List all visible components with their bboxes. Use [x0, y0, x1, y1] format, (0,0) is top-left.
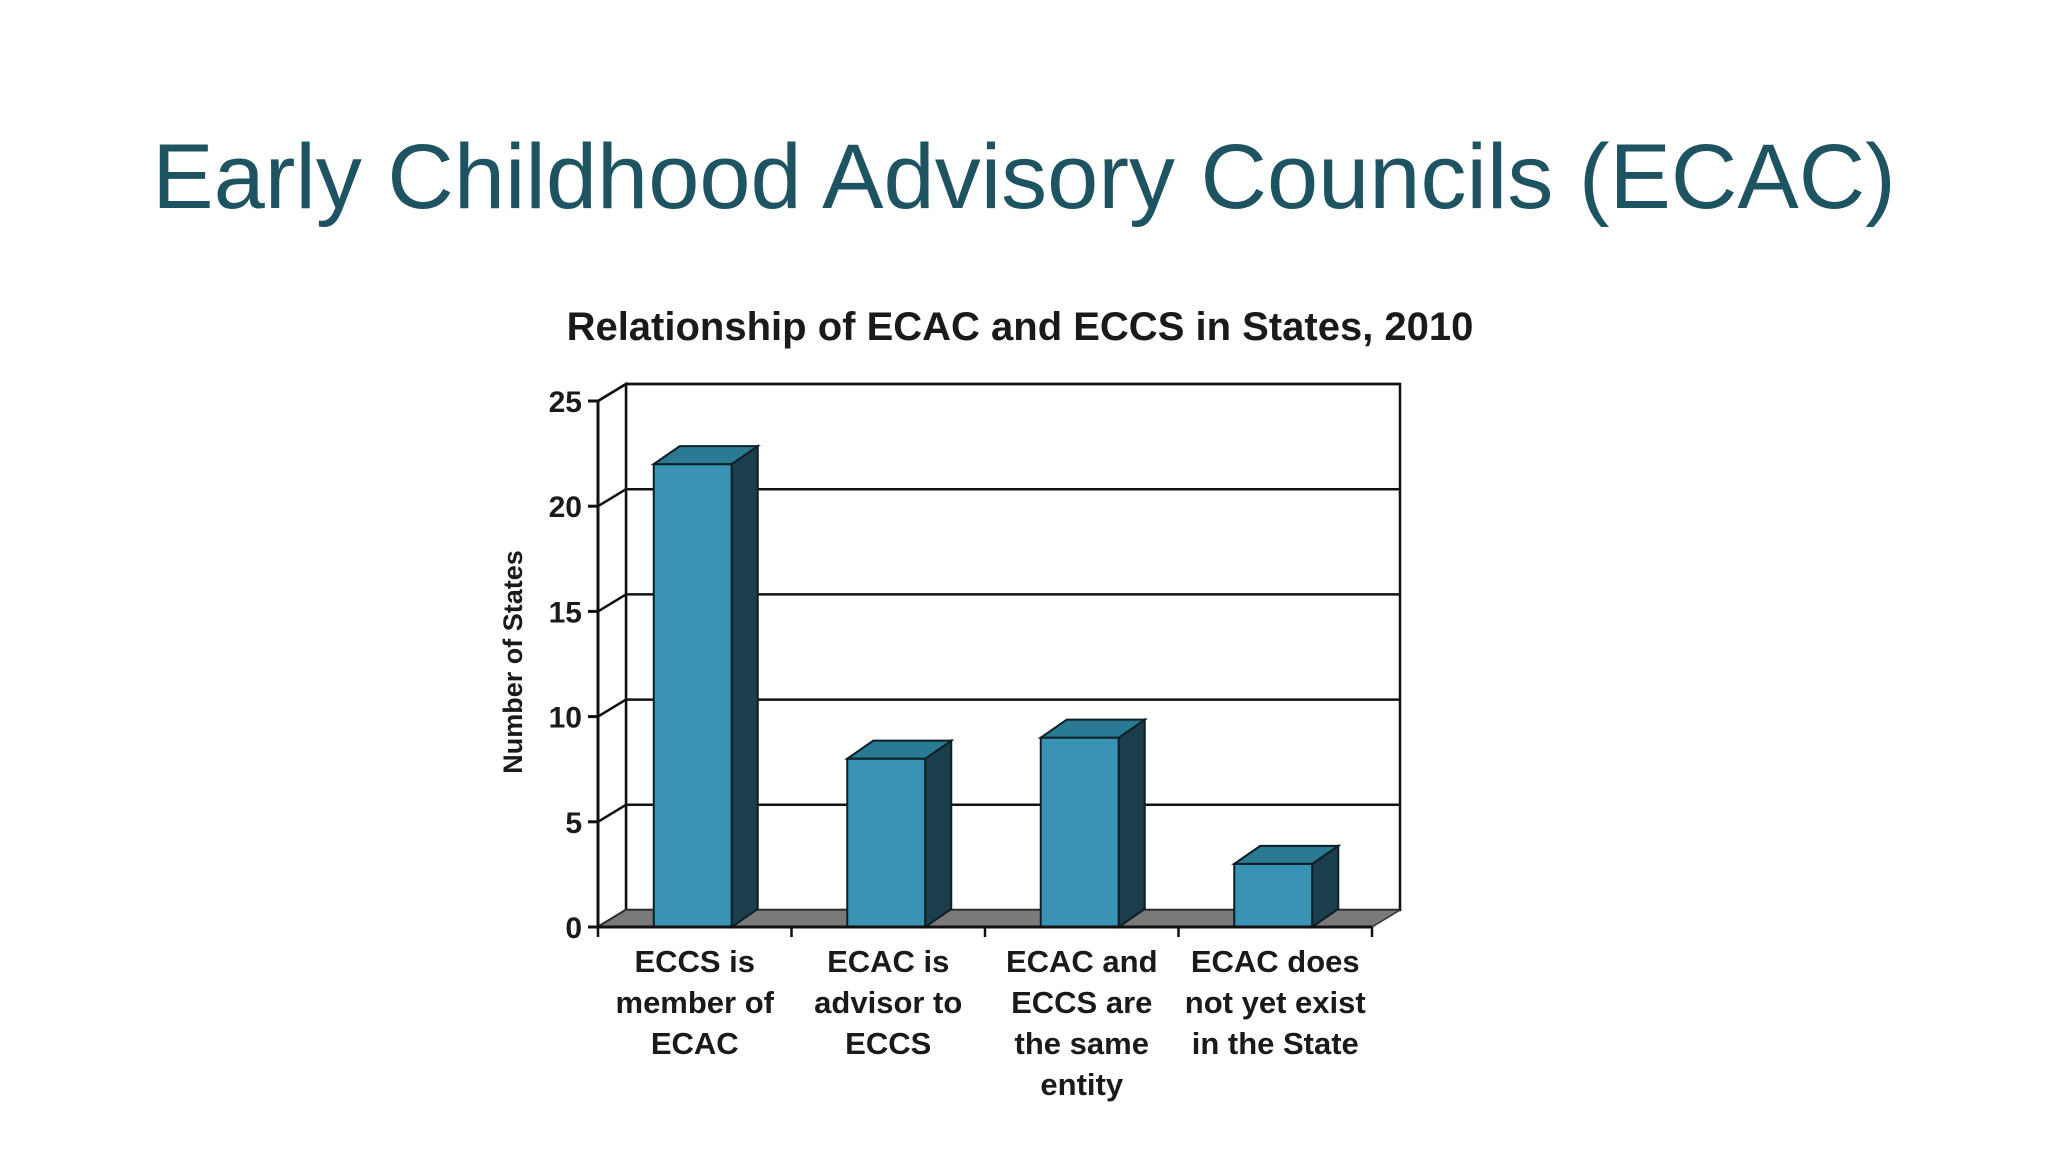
- y-tick-label: 25: [549, 386, 582, 419]
- bar-top: [1037, 718, 1148, 739]
- bar: [650, 444, 761, 929]
- x-category-label: ECAC is advisor to ECCS: [814, 944, 962, 1061]
- y-tick-label: 5: [565, 807, 582, 840]
- x-category-label: ECAC does not yet exist in the State: [1185, 944, 1366, 1061]
- bar-top: [844, 739, 955, 760]
- bar-front: [846, 757, 927, 928]
- bar-side: [730, 444, 759, 929]
- bar-side: [924, 738, 953, 929]
- chart-bars: [650, 444, 1342, 929]
- bar-front: [1039, 736, 1120, 929]
- chart-title: Relationship of ECAC and ECCS in States,…: [567, 305, 1474, 349]
- bar-side: [1117, 717, 1146, 929]
- x-category-label: ECAC and ECCS are the same entity: [1006, 944, 1158, 1102]
- gridline-depth: [597, 803, 627, 823]
- y-tick-label: 0: [565, 912, 582, 945]
- y-tick-label: 20: [549, 491, 582, 524]
- bar: [1231, 843, 1342, 929]
- y-tick-label: 10: [549, 702, 582, 735]
- gridline-depth: [597, 382, 627, 403]
- x-category-label: ECCS is member of ECAC: [616, 944, 775, 1061]
- slide-title: Early Childhood Advisory Councils (ECAC): [152, 126, 1896, 228]
- bar: [844, 738, 955, 929]
- bar: [1037, 717, 1148, 929]
- bar-front: [652, 463, 733, 928]
- bar-front: [1233, 862, 1314, 929]
- chart-left-wall: [596, 381, 628, 930]
- y-axis: 0 5 10 15 20 25: [549, 386, 600, 945]
- bar-top: [1231, 844, 1342, 865]
- gridline-depth: [597, 593, 627, 613]
- bar-top: [650, 445, 761, 466]
- gridline-depth: [597, 488, 627, 508]
- y-axis-label: Number of States: [498, 550, 528, 774]
- y-tick-label: 15: [549, 596, 582, 629]
- x-axis: ECCS is member of ECAC ECAC is advisor to ECC…: [596, 925, 1374, 1102]
- gridline-depth: [597, 698, 627, 718]
